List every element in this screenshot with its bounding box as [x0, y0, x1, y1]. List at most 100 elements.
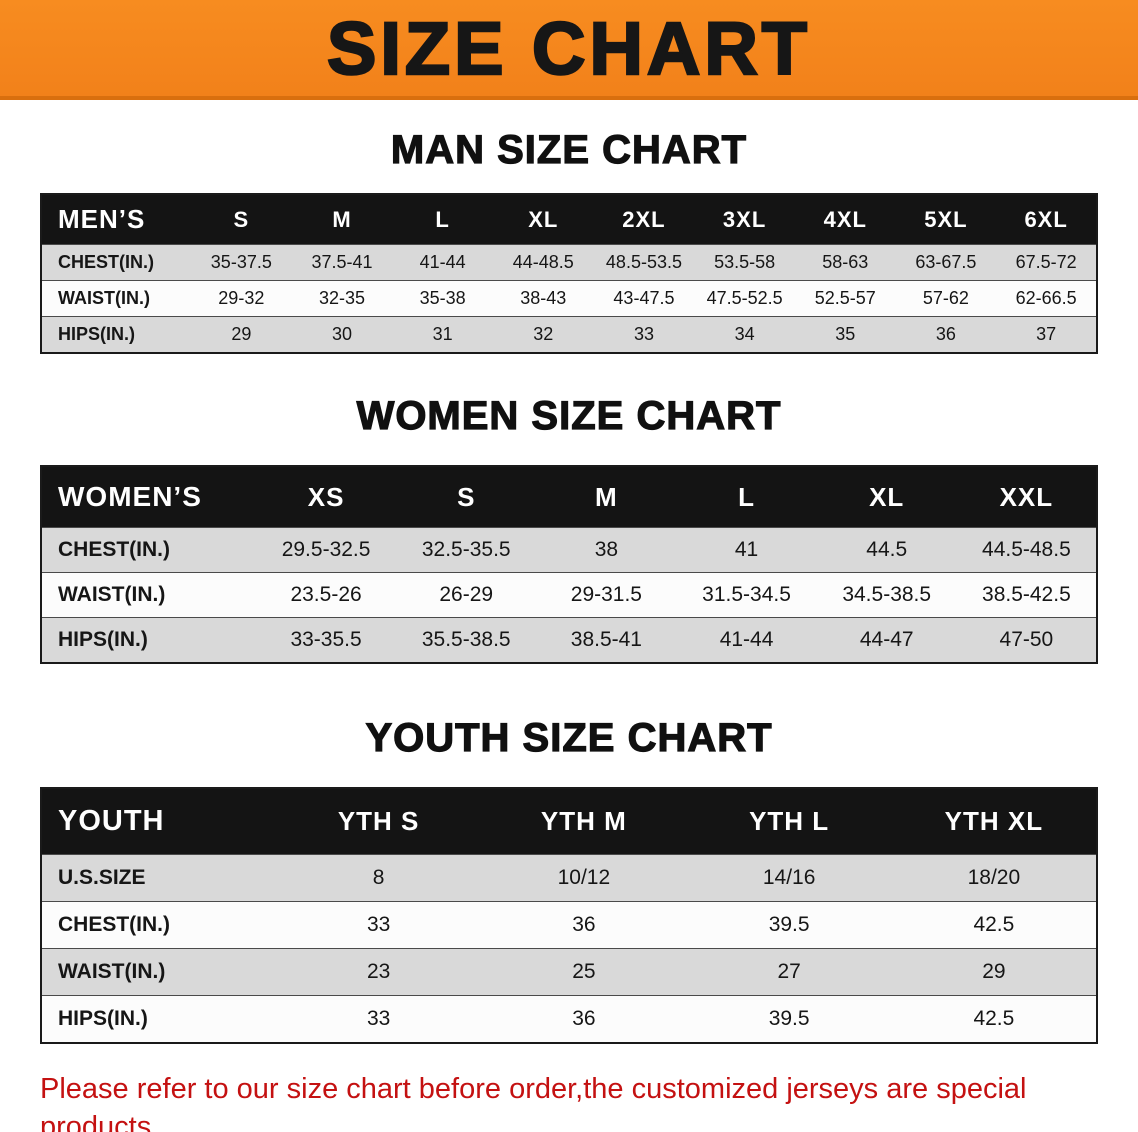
measurement-label: CHEST(IN.)	[41, 901, 276, 949]
table-category-header: MEN’S	[41, 194, 191, 245]
measurement-value: 30	[291, 316, 393, 353]
measurement-value: 41-44	[676, 617, 817, 663]
measurement-value: 8	[276, 854, 482, 902]
measurement-value: 25	[481, 948, 687, 996]
measurement-label: WAIST(IN.)	[41, 280, 191, 317]
measurement-value: 67.5-72	[996, 244, 1097, 281]
measurement-value: 29-32	[191, 280, 292, 317]
measurement-value: 29.5-32.5	[256, 527, 397, 573]
measurement-value: 35-38	[392, 280, 493, 317]
measurement-value: 33	[276, 995, 482, 1043]
size-column-header: YTH S	[276, 788, 482, 855]
table-category-header: YOUTH	[41, 788, 276, 855]
table-row: WAIST(IN.) 23 25 27 29	[41, 948, 1097, 996]
measurement-value: 36	[481, 995, 687, 1043]
measurement-value: 52.5-57	[794, 280, 896, 317]
measurement-value: 35	[794, 316, 896, 353]
measurement-label: WAIST(IN.)	[41, 948, 276, 996]
table-row: HIPS(IN.) 33-35.5 35.5-38.5 38.5-41 41-44 44-…	[41, 617, 1097, 663]
size-column-header: XL	[816, 466, 957, 528]
table-header-row: MEN’S S M L XL 2XL 3XL 4XL 5XL 6XL	[41, 194, 1097, 245]
measurement-value: 29	[891, 948, 1097, 996]
measurement-value: 36	[895, 316, 997, 353]
size-column-header: YTH M	[481, 788, 687, 855]
measurement-value: 42.5	[891, 901, 1097, 949]
size-column-header: 6XL	[996, 194, 1097, 245]
mens-size-table: MEN’S S M L XL 2XL 3XL 4XL 5XL 6XL CHEST(IN.) 35-37…	[40, 193, 1098, 354]
table-category-header: WOMEN’S	[41, 466, 256, 528]
size-column-header: 4XL	[794, 194, 896, 245]
measurement-label: CHEST(IN.)	[41, 244, 191, 281]
size-column-header: 2XL	[593, 194, 695, 245]
measurement-value: 14/16	[686, 854, 892, 902]
disclaimer-text: Please refer to our size chart before or…	[40, 1070, 1138, 1132]
measurement-value: 43-47.5	[593, 280, 695, 317]
size-column-header: YTH L	[686, 788, 892, 855]
measurement-value: 34	[694, 316, 795, 353]
measurement-label: CHEST(IN.)	[41, 527, 256, 573]
table-row: HIPS(IN.) 29 30 31 32 33 34 35 36 37	[41, 316, 1097, 353]
measurement-value: 42.5	[891, 995, 1097, 1043]
measurement-value: 38	[536, 527, 677, 573]
measurement-value: 31.5-34.5	[676, 572, 817, 618]
disclaimer-line-1: Please refer to our size chart before or…	[40, 1073, 1027, 1132]
measurement-label: U.S.SIZE	[41, 854, 276, 902]
measurement-label: HIPS(IN.)	[41, 316, 191, 353]
measurement-value: 62-66.5	[996, 280, 1097, 317]
womens-section-heading: WOMEN SIZE CHART	[356, 393, 782, 438]
measurement-label: HIPS(IN.)	[41, 995, 276, 1043]
table-header-row: WOMEN’S XS S M L XL XXL	[41, 466, 1097, 528]
table-row: CHEST(IN.) 29.5-32.5 32.5-35.5 38 41 44.5 44.5…	[41, 527, 1097, 573]
measurement-value: 23.5-26	[256, 572, 397, 618]
size-column-header: XXL	[956, 466, 1097, 528]
measurement-value: 47.5-52.5	[694, 280, 795, 317]
size-column-header: YTH XL	[891, 788, 1097, 855]
size-column-header: 3XL	[694, 194, 795, 245]
measurement-value: 37.5-41	[291, 244, 393, 281]
size-column-header: XS	[256, 466, 397, 528]
measurement-value: 41	[676, 527, 817, 573]
table-header-row: YOUTH YTH S YTH M YTH L YTH XL	[41, 788, 1097, 855]
measurement-value: 23	[276, 948, 482, 996]
measurement-label: WAIST(IN.)	[41, 572, 256, 618]
measurement-value: 33-35.5	[256, 617, 397, 663]
measurement-value: 37	[996, 316, 1097, 353]
measurement-value: 44-48.5	[492, 244, 594, 281]
measurement-value: 27	[686, 948, 892, 996]
measurement-value: 41-44	[392, 244, 493, 281]
measurement-value: 39.5	[686, 995, 892, 1043]
table-row: WAIST(IN.) 29-32 32-35 35-38 38-43 43-47.5 47.…	[41, 280, 1097, 317]
size-column-header: S	[191, 194, 292, 245]
measurement-value: 31	[392, 316, 493, 353]
measurement-value: 10/12	[481, 854, 687, 902]
measurement-value: 32.5-35.5	[396, 527, 537, 573]
size-chart-banner: SIZE CHART	[0, 0, 1138, 100]
measurement-value: 38.5-41	[536, 617, 677, 663]
womens-section: WOMEN SIZE CHART WOMEN’S XS S M L XL XXL CHEST(…	[0, 393, 1138, 664]
measurement-value: 58-63	[794, 244, 896, 281]
table-row: CHEST(IN.) 33 36 39.5 42.5	[41, 901, 1097, 949]
measurement-value: 38-43	[492, 280, 594, 317]
measurement-value: 47-50	[956, 617, 1097, 663]
measurement-value: 44-47	[816, 617, 957, 663]
measurement-value: 48.5-53.5	[593, 244, 695, 281]
measurement-value: 44.5-48.5	[956, 527, 1097, 573]
measurement-value: 33	[593, 316, 695, 353]
measurement-value: 29	[191, 316, 292, 353]
measurement-value: 53.5-58	[694, 244, 795, 281]
page-title: SIZE CHART	[326, 5, 811, 91]
measurement-value: 57-62	[895, 280, 997, 317]
size-column-header: M	[291, 194, 393, 245]
measurement-value: 38.5-42.5	[956, 572, 1097, 618]
youth-section-heading: YOUTH SIZE CHART	[365, 715, 773, 760]
table-row: WAIST(IN.) 23.5-26 26-29 29-31.5 31.5-34.5 34…	[41, 572, 1097, 618]
measurement-value: 34.5-38.5	[816, 572, 957, 618]
size-column-header: M	[536, 466, 677, 528]
table-row: CHEST(IN.) 35-37.5 37.5-41 41-44 44-48.5 48.5…	[41, 244, 1097, 281]
measurement-value: 26-29	[396, 572, 537, 618]
size-column-header: L	[392, 194, 493, 245]
mens-section: MAN SIZE CHART MEN’S S M L XL 2XL 3XL 4XL 5XL 6XL…	[0, 127, 1138, 354]
measurement-value: 29-31.5	[536, 572, 677, 618]
womens-size-table: WOMEN’S XS S M L XL XXL CHEST(IN.) 29.5-32.5 32.5…	[40, 465, 1098, 664]
measurement-value: 39.5	[686, 901, 892, 949]
